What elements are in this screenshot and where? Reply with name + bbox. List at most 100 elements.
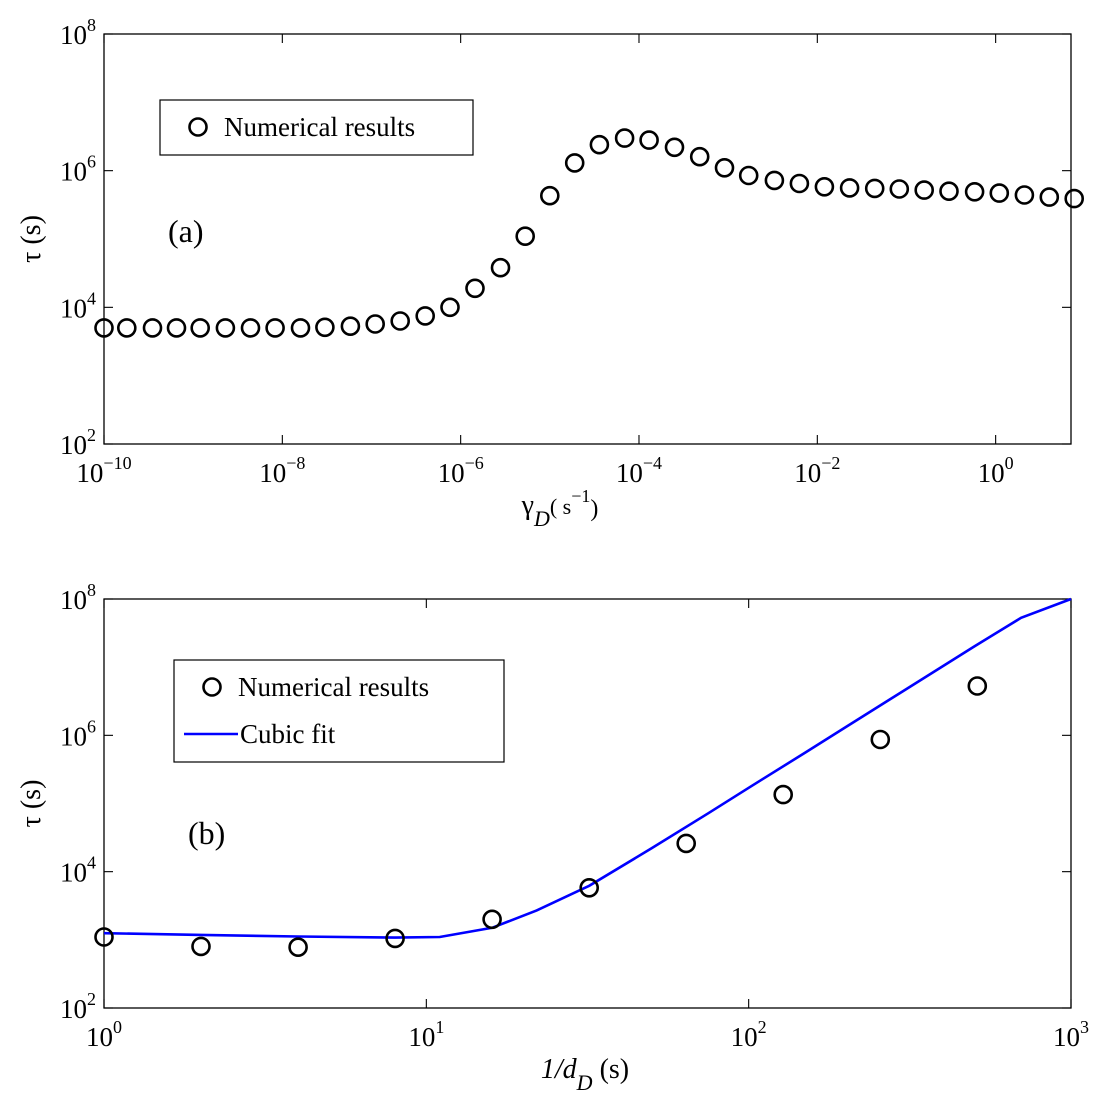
- data-point: [889, 179, 910, 199]
- y-tick-label: 102: [60, 989, 96, 1024]
- x-axis-label-subscript: D: [576, 1070, 593, 1095]
- y-tick-base: 10: [60, 994, 87, 1024]
- legend: Numerical results Cubic fit: [173, 659, 505, 763]
- data-point: [94, 927, 114, 947]
- x-tick-label: 10−4: [616, 453, 662, 488]
- data-point: [773, 784, 794, 805]
- x-tick-exponent: 2: [758, 1017, 767, 1037]
- y-tick-base: 10: [60, 157, 87, 187]
- panel-annotation: (a): [168, 213, 204, 249]
- x-tick-exponent: 0: [1005, 453, 1014, 473]
- data-point: [117, 318, 137, 338]
- data-point: [265, 318, 285, 338]
- y-tick-exponent: 6: [87, 716, 96, 736]
- data-point: [390, 311, 411, 331]
- x-tick-exponent: −2: [821, 453, 840, 473]
- data-point: [664, 137, 685, 158]
- legend-box: [159, 99, 474, 156]
- plot-area-frame: [103, 598, 1072, 1009]
- x-tick-base: 10: [86, 1022, 113, 1052]
- data-point: [789, 173, 810, 194]
- data-point: [579, 877, 600, 898]
- data-point: [190, 318, 210, 338]
- data-point: [240, 318, 261, 338]
- data-point: [290, 318, 311, 338]
- x-tick-label: 100: [978, 453, 1014, 488]
- data-point: [614, 128, 635, 148]
- x-tick-label: 10−2: [794, 453, 840, 488]
- data-point: [864, 178, 885, 199]
- plot-area-frame: [103, 33, 1072, 445]
- data-point: [689, 146, 710, 167]
- data-point: [215, 318, 236, 338]
- data-point: [676, 833, 697, 854]
- x-tick-base: 10: [616, 458, 643, 488]
- y-axis-label: τ (s): [16, 215, 47, 263]
- data-point: [714, 158, 735, 178]
- y-tick-base: 10: [60, 20, 87, 50]
- x-tick-exponent: 3: [1080, 1017, 1089, 1037]
- x-axis-label: 1/dD (s): [541, 1054, 629, 1095]
- legend: Numerical results: [159, 99, 474, 156]
- x-tick-base: 10: [76, 458, 103, 488]
- data-point: [490, 257, 511, 278]
- y-tick-label: 104: [60, 288, 96, 323]
- x-tick-base: 10: [1053, 1022, 1080, 1052]
- y-tick-exponent: 2: [87, 989, 96, 1009]
- y-tick-base: 10: [60, 430, 87, 460]
- x-tick-label: 10−8: [259, 453, 305, 488]
- data-point: [465, 278, 485, 299]
- data-point: [939, 181, 959, 201]
- x-tick-exponent: −8: [286, 453, 305, 473]
- data-point: [94, 318, 114, 338]
- y-tick-exponent: 4: [87, 288, 96, 308]
- legend-box: [173, 659, 505, 763]
- legend-marker-circle: [202, 677, 222, 697]
- panel-annotation: (b): [188, 815, 225, 851]
- data-point: [564, 153, 585, 173]
- y-tick-exponent: 4: [87, 853, 96, 873]
- data-point: [914, 180, 935, 200]
- y-tick-label: 102: [60, 425, 96, 460]
- data-point: [515, 226, 536, 246]
- data-point: [440, 297, 460, 318]
- data-point: [964, 182, 985, 202]
- data-point: [1039, 187, 1060, 207]
- y-tick-label: 106: [60, 716, 96, 751]
- data-point: [482, 909, 502, 930]
- data-point: [967, 676, 988, 696]
- x-tick-exponent: 1: [435, 1017, 444, 1037]
- data-point: [870, 729, 891, 750]
- data-point: [385, 928, 405, 949]
- legend-label: Numerical results: [238, 672, 429, 702]
- data-point: [315, 317, 335, 338]
- fit-line-cubic: [103, 597, 1072, 939]
- x-tick-label: 102: [731, 1017, 767, 1052]
- y-tick-label: 108: [60, 15, 96, 50]
- x-tick-base: 10: [259, 458, 286, 488]
- data-point: [764, 170, 785, 191]
- x-tick-label: 10−6: [438, 453, 484, 488]
- x-tick-label: 10−10: [76, 453, 131, 488]
- data-point: [191, 936, 211, 957]
- data-point: [639, 130, 659, 150]
- data-point: [989, 183, 1010, 203]
- data-point: [340, 316, 361, 337]
- data-point: [539, 185, 560, 206]
- y-tick-base: 10: [60, 293, 87, 323]
- data-point: [142, 318, 163, 338]
- data-point: [839, 178, 860, 198]
- y-tick-exponent: 2: [87, 425, 96, 445]
- legend-label: Cubic fit: [240, 719, 336, 749]
- data-point: [415, 306, 436, 326]
- data-point: [166, 318, 187, 338]
- y-tick-base: 10: [60, 721, 87, 751]
- x-tick-exponent: −6: [465, 453, 484, 473]
- data-point: [589, 134, 610, 155]
- legend-marker-circle: [188, 117, 208, 137]
- x-axis-label-subscript: D: [533, 506, 550, 531]
- y-tick-exponent: 8: [87, 15, 96, 35]
